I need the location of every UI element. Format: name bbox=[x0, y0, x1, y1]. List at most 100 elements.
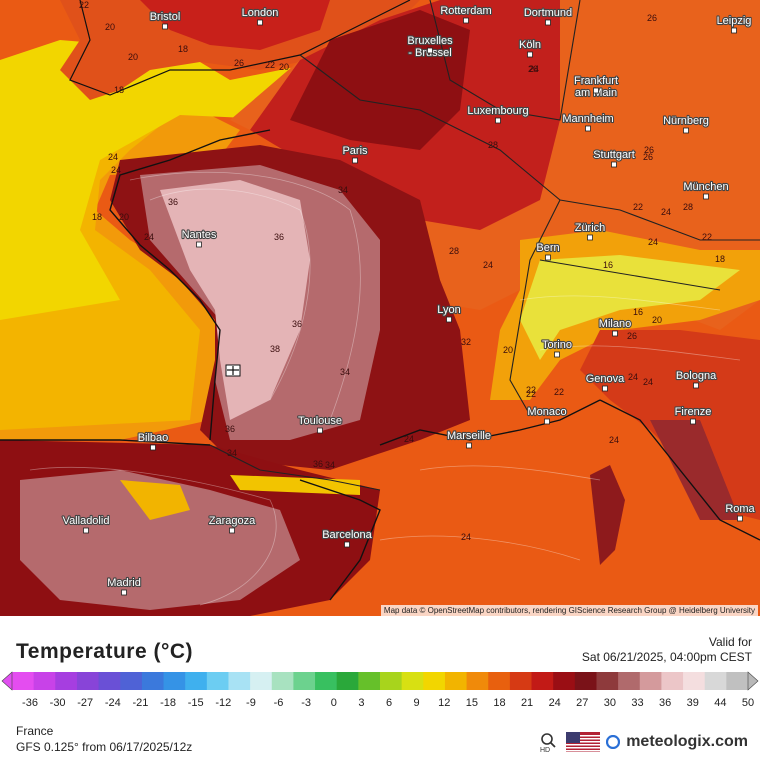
scale-tick-label: 33 bbox=[631, 697, 644, 709]
city-genova[interactable]: Genova bbox=[585, 372, 626, 392]
city-barcelona[interactable]: Barcelona bbox=[321, 528, 374, 548]
isotherm-label: 34 bbox=[325, 460, 335, 470]
city-valladolid[interactable]: Valladolid bbox=[61, 514, 111, 534]
scale-tick-label: -24 bbox=[104, 697, 121, 709]
city-paris[interactable]: Paris bbox=[341, 144, 369, 164]
city-bristol[interactable]: Bristol bbox=[149, 10, 181, 30]
scale-tick-label: -27 bbox=[77, 697, 94, 709]
city-label: Stuttgart bbox=[593, 149, 635, 161]
uk-inland bbox=[140, 0, 330, 50]
city-label: Roma bbox=[725, 503, 755, 515]
city-dot bbox=[427, 47, 433, 54]
city-lyon[interactable]: Lyon bbox=[436, 303, 462, 323]
isotherm-label: 24 bbox=[628, 372, 638, 382]
city-k-ln[interactable]: Köln bbox=[518, 38, 542, 58]
isotherm-label: 24 bbox=[529, 64, 539, 74]
model-run-label: GFS 0.125° from 06/17/2025/12z bbox=[16, 740, 193, 754]
alps-cool bbox=[520, 255, 740, 360]
city-bologna[interactable]: Bologna bbox=[675, 369, 718, 389]
city-milano[interactable]: Milano bbox=[598, 317, 632, 337]
temperature-map[interactable]: Bristol London Rotterdam Dortmund Leipzig Bru… bbox=[0, 0, 760, 616]
city-luxembourg[interactable]: Luxembourg bbox=[466, 104, 530, 124]
city-dot bbox=[446, 316, 452, 323]
isotherm-label: 26 bbox=[234, 58, 244, 68]
paris-region bbox=[290, 10, 470, 150]
color-scale bbox=[1, 671, 759, 691]
city-bilbao[interactable]: Bilbao bbox=[137, 431, 169, 451]
city-london[interactable]: London bbox=[241, 6, 279, 26]
isotherm-label: 36 bbox=[225, 424, 235, 434]
scale-swatch bbox=[33, 672, 56, 690]
city-label: Lyon bbox=[437, 304, 460, 316]
city-bern[interactable]: Bern bbox=[535, 241, 561, 261]
city-dot bbox=[527, 51, 533, 58]
scale-swatch bbox=[185, 672, 208, 690]
scale-tick-label: 44 bbox=[714, 697, 727, 709]
city-nantes[interactable]: Nantes bbox=[180, 228, 218, 248]
footer-info: France GFS 0.125° from 06/17/2025/12z bbox=[16, 723, 192, 755]
city-leipzig[interactable]: Leipzig bbox=[715, 14, 753, 34]
city-dot bbox=[611, 161, 617, 168]
meteologix-logo-icon bbox=[606, 735, 621, 749]
city-label: Bruxelles - Brussel bbox=[407, 35, 453, 59]
city-toulouse[interactable]: Toulouse bbox=[297, 414, 343, 434]
isotherm-label: 20 bbox=[119, 212, 129, 222]
city-dot bbox=[229, 527, 235, 534]
isotherm-label: 26 bbox=[528, 64, 538, 74]
scale-tick-label: 0 bbox=[330, 697, 337, 709]
uk-channel-coastline bbox=[69, 0, 411, 96]
city-dot bbox=[693, 382, 699, 389]
isotherm-label: 24 bbox=[144, 232, 154, 242]
city-frankfurt-am-main[interactable]: Frankfurt am Main bbox=[573, 74, 619, 100]
city-zaragoza[interactable]: Zaragoza bbox=[208, 514, 257, 534]
isotherm-label: 34 bbox=[338, 185, 348, 195]
location-marker[interactable] bbox=[225, 364, 241, 377]
isotherm-label: 18 bbox=[178, 44, 188, 54]
brand-name[interactable]: meteologix.com bbox=[626, 733, 748, 750]
city-stuttgart[interactable]: Stuttgart bbox=[592, 148, 636, 168]
city-marseille[interactable]: Marseille bbox=[446, 429, 492, 449]
hd-search-icon[interactable]: HD bbox=[538, 731, 560, 753]
city-m-nchen[interactable]: München bbox=[682, 180, 730, 200]
city-rotterdam[interactable]: Rotterdam bbox=[439, 4, 493, 24]
city-n-rnberg[interactable]: Nürnberg bbox=[662, 114, 710, 134]
isotherm-label: 22 bbox=[554, 387, 564, 397]
city-dortmund[interactable]: Dortmund bbox=[523, 6, 573, 26]
city-dot bbox=[703, 193, 709, 200]
pyrenees-border bbox=[209, 444, 381, 491]
city-dot bbox=[162, 23, 168, 30]
scale-tick-label: 3 bbox=[358, 697, 365, 709]
city-roma[interactable]: Roma bbox=[724, 502, 757, 522]
scale-tick-label: -3 bbox=[301, 697, 312, 709]
scale-swatch bbox=[726, 672, 749, 690]
scale-swatch bbox=[509, 672, 533, 690]
city-dot bbox=[352, 157, 358, 164]
city-bruxelles-brussel[interactable]: Bruxelles - Brussel bbox=[406, 34, 454, 60]
scale-swatch bbox=[55, 672, 78, 690]
benelux-border bbox=[429, 0, 581, 121]
isotherm-label: 28 bbox=[449, 246, 459, 256]
us-flag-icon[interactable] bbox=[566, 732, 601, 752]
city-z-rich[interactable]: Zürich bbox=[574, 221, 606, 241]
city-label: Zürich bbox=[575, 222, 606, 234]
city-firenze[interactable]: Firenze bbox=[674, 405, 712, 425]
city-dot bbox=[495, 117, 501, 124]
scale-swatch bbox=[336, 672, 359, 690]
scale-swatch bbox=[163, 672, 186, 690]
city-monaco[interactable]: Monaco bbox=[526, 405, 568, 425]
isotherm-label: 36 bbox=[168, 197, 178, 207]
city-dot bbox=[554, 351, 560, 358]
scale-tick-label: -36 bbox=[22, 697, 38, 709]
city-torino[interactable]: Torino bbox=[541, 338, 573, 358]
scale-tick-label: 30 bbox=[603, 697, 617, 709]
scale-tick-label: -15 bbox=[187, 697, 204, 709]
city-label: Leipzig bbox=[717, 15, 752, 27]
city-dot bbox=[196, 241, 202, 248]
scale-swatch bbox=[358, 672, 381, 690]
city-madrid[interactable]: Madrid bbox=[106, 576, 142, 596]
isotherm-label: 22 bbox=[265, 60, 275, 70]
city-dot bbox=[344, 541, 350, 548]
isotherm-label: 26 bbox=[643, 152, 653, 162]
scale-tick-label: -6 bbox=[273, 697, 284, 709]
city-mannheim[interactable]: Mannheim bbox=[561, 112, 615, 132]
